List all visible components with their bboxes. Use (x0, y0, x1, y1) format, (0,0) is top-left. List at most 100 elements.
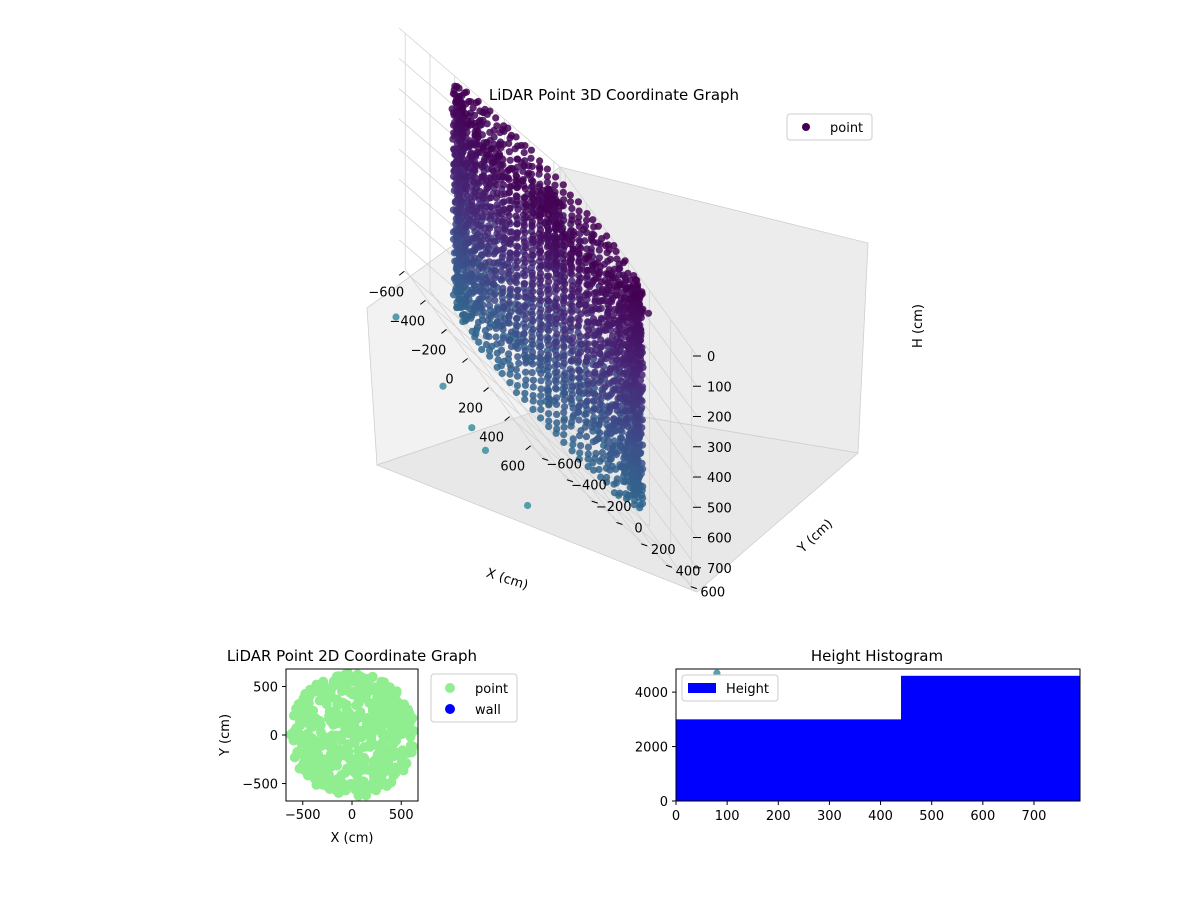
data-point-2d (318, 758, 329, 769)
data-point-2d (341, 699, 352, 710)
data-point (529, 405, 537, 413)
data-point (464, 222, 472, 230)
data-point (514, 344, 522, 352)
legend-3d: point (786, 113, 873, 141)
data-point (490, 259, 498, 267)
y-tick-label-3d: −200 (596, 500, 632, 515)
z-tick-label-3d: 0 (707, 350, 715, 365)
data-point (468, 259, 476, 267)
data-point (590, 397, 598, 405)
histogram-bars (676, 675, 1080, 801)
data-point (626, 483, 634, 492)
data-point (553, 425, 561, 433)
legend-histogram-swatch (688, 683, 716, 693)
data-point-2d (361, 676, 372, 687)
data-point (505, 148, 513, 156)
data-point (608, 332, 617, 340)
data-point (499, 181, 507, 189)
data-point (594, 222, 602, 230)
data-point (505, 166, 513, 174)
data-point (604, 452, 612, 460)
data-point (497, 268, 505, 276)
data-point (521, 354, 529, 362)
data-point (484, 229, 492, 237)
data-point (584, 450, 592, 458)
data-point (507, 343, 516, 351)
data-point (545, 394, 553, 402)
data-point (461, 247, 469, 255)
data-point (611, 306, 619, 314)
data-point (512, 192, 520, 200)
data-point (615, 447, 624, 455)
data-point (478, 345, 486, 354)
data-point (545, 272, 553, 280)
data-point (528, 348, 537, 356)
data-point (560, 417, 568, 425)
data-point (582, 410, 590, 418)
data-point (529, 281, 537, 289)
data-point (505, 311, 513, 320)
data-point (576, 348, 585, 356)
plot2d: LiDAR Point 2D Coordinate Graph −500 0 500… (218, 647, 518, 846)
data-point (521, 395, 529, 403)
data-point (497, 210, 506, 218)
data-point (537, 361, 545, 370)
data-point (478, 163, 486, 171)
data-point (634, 472, 642, 480)
data-point (630, 501, 638, 509)
data-point-2d (397, 745, 408, 756)
data-point-2d (391, 687, 402, 698)
data-point (521, 142, 529, 150)
x-tick-label-2d: 0 (348, 808, 356, 823)
data-point (569, 383, 577, 391)
data-point (591, 331, 599, 339)
data-point (468, 266, 476, 274)
x-tick-mark-3d (462, 358, 468, 363)
data-point (597, 336, 605, 344)
data-point (633, 453, 641, 461)
plot3d-title: LiDAR Point 3D Coordinate Graph (489, 86, 739, 104)
data-point (487, 209, 495, 217)
data-point (567, 316, 575, 324)
data-point (603, 430, 611, 439)
data-point (529, 259, 537, 267)
data-point (553, 315, 561, 323)
data-point (577, 310, 585, 318)
data-point (537, 342, 545, 350)
histogram-bar (901, 675, 1080, 801)
data-point (575, 285, 583, 293)
data-point (634, 321, 643, 329)
data-point (506, 254, 514, 262)
data-point (474, 128, 482, 136)
data-point (553, 394, 561, 402)
data-point (561, 251, 569, 259)
data-point (592, 361, 600, 369)
data-point (561, 280, 569, 288)
grid-line (398, 27, 698, 357)
data-point (545, 327, 553, 335)
data-point (521, 303, 530, 311)
data-point (529, 376, 538, 384)
data-point (473, 323, 482, 331)
data-point (594, 239, 602, 247)
data-point (545, 320, 553, 329)
data-point (536, 180, 544, 188)
data-point-2d (315, 727, 326, 738)
data-point (621, 327, 629, 335)
data-point (567, 255, 576, 263)
data-point (604, 307, 612, 315)
data-point (506, 134, 514, 142)
data-point (638, 494, 647, 502)
data-point (478, 251, 486, 259)
x-axis-label-3d: X (cm) (484, 566, 530, 594)
data-point-2d (314, 778, 324, 789)
data-point (598, 389, 607, 397)
histogram-x-tick-label: 100 (715, 809, 740, 824)
x-tick-label-3d: 200 (458, 402, 483, 417)
histogram-frame (675, 668, 1081, 802)
data-point (567, 323, 576, 331)
data-point (529, 340, 537, 348)
data-point (505, 350, 513, 358)
data-point (582, 418, 590, 426)
data-point (561, 317, 569, 325)
